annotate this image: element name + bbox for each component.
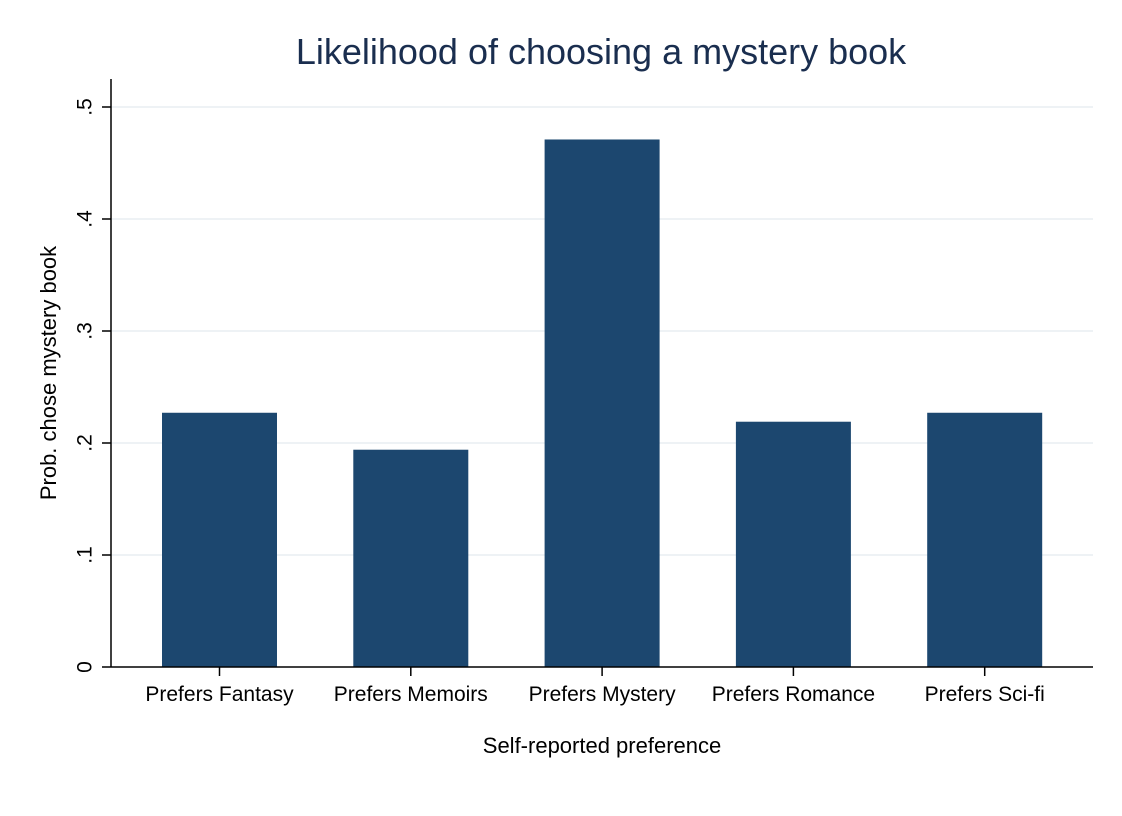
y-tick-label-4: .4 [74,210,97,228]
bar-prefers-mystery [544,139,660,668]
y-tick-label-5: .5 [74,98,97,116]
bar-prefers-memoirs [353,449,469,667]
bar-prefers-sci-fi [927,412,1043,667]
y-tick-label-0: 0 [74,661,97,673]
y-tick-label-2: .2 [74,434,97,452]
y-tick-label-1: .1 [74,546,97,564]
x-tick-label-1: Prefers Memoirs [334,683,488,706]
y-axis-ticks: 0 .1 .2 .3 .4 .5 [74,98,111,673]
x-tick-label-4: Prefers Sci-fi [925,683,1045,706]
bars [162,139,1043,668]
y-axis-label: Prob. chose mystery book [36,245,61,500]
x-axis-ticks: Prefers Fantasy Prefers Memoirs Prefers My… [145,667,1045,706]
y-tick-label-3: .3 [74,322,97,340]
x-tick-label-3: Prefers Romance [712,683,875,706]
x-tick-label-0: Prefers Fantasy [145,683,294,706]
x-axis-label: Self-reported preference [483,733,721,758]
x-tick-label-2: Prefers Mystery [529,683,677,706]
bar-prefers-fantasy [162,412,277,667]
chart-title: Likelihood of choosing a mystery book [296,31,907,72]
bar-prefers-romance [735,421,851,667]
